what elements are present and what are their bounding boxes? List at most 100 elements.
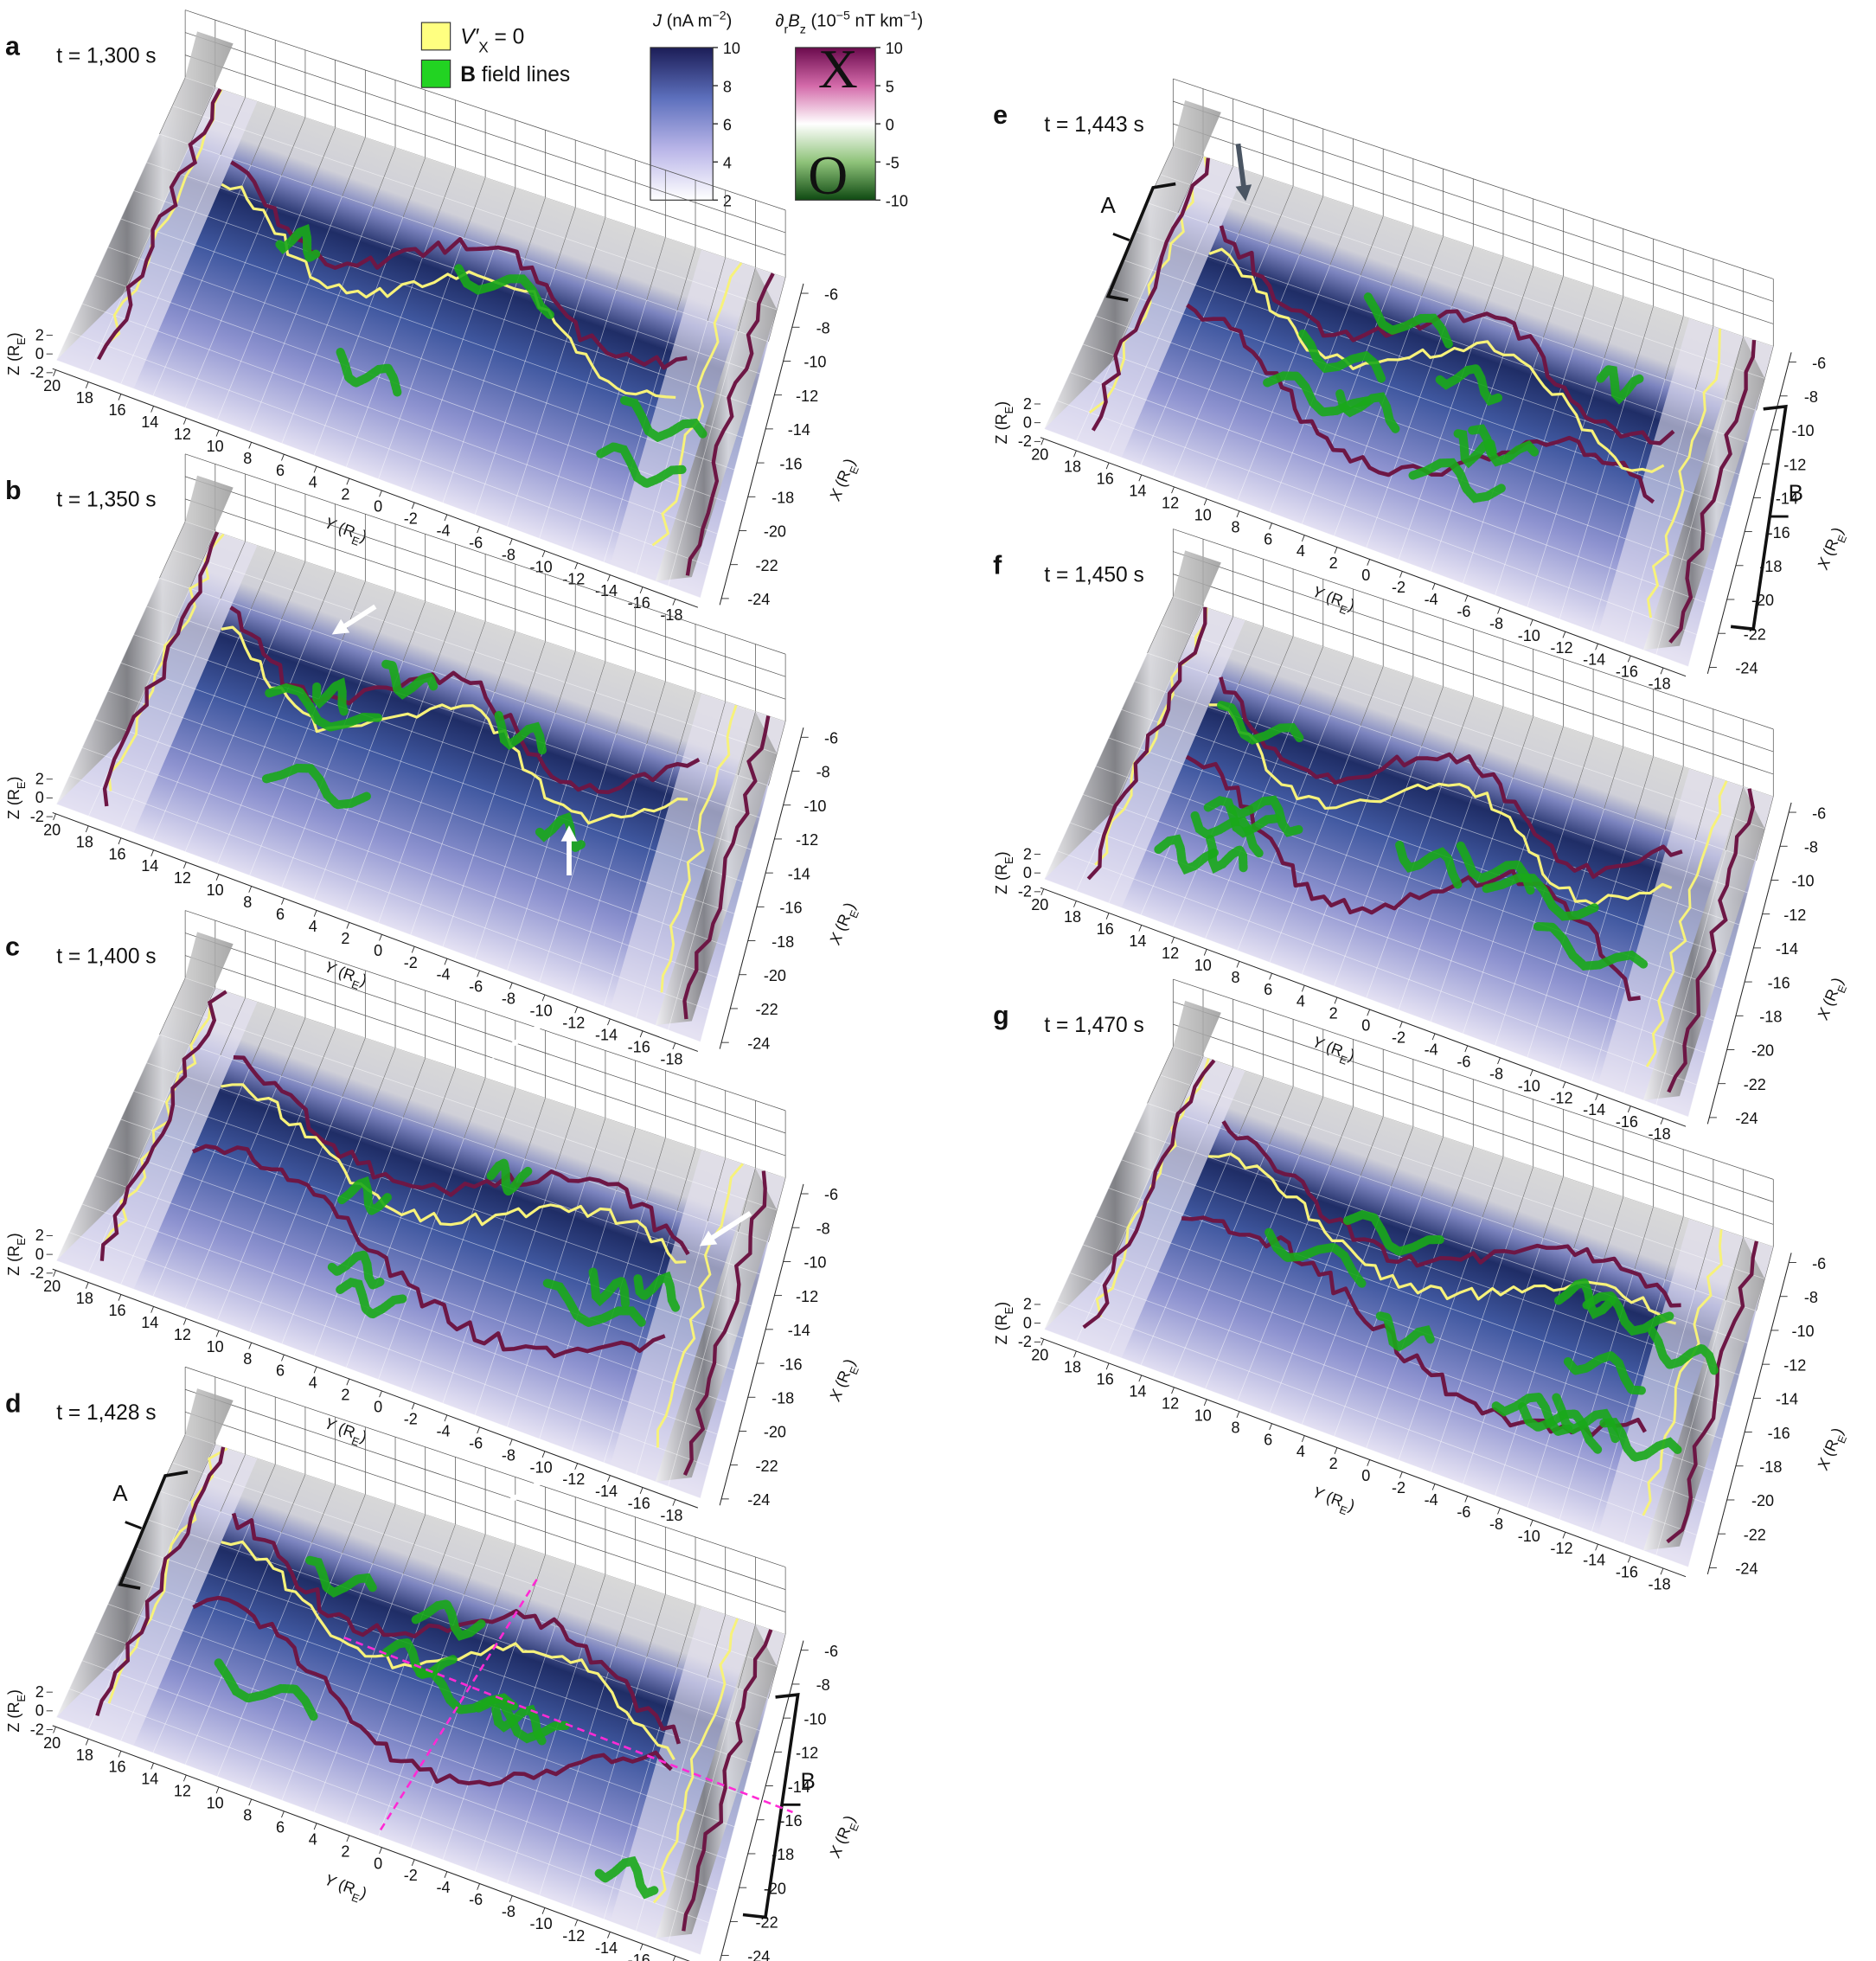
x-tick-label: -18 bbox=[772, 1389, 794, 1407]
surface-grid bbox=[524, 197, 546, 260]
surface-grid bbox=[1070, 372, 1706, 603]
y-tick-label: 2 bbox=[341, 1842, 349, 1860]
surface-grid bbox=[524, 1098, 546, 1160]
y-tick-label: 14 bbox=[1129, 1382, 1146, 1400]
y-tick-label: 12 bbox=[174, 869, 191, 887]
surface-grid bbox=[107, 1147, 735, 1371]
bracket bbox=[1112, 233, 1130, 241]
y-tick-label: 6 bbox=[1264, 530, 1272, 548]
surface-grid bbox=[1121, 709, 1740, 926]
text-part: Z (R bbox=[993, 1314, 1010, 1344]
surface-grid bbox=[1512, 716, 1533, 779]
y-axis-label: Y (RE) bbox=[321, 958, 369, 994]
y-tick bbox=[1334, 547, 1338, 554]
y-tick-label: 12 bbox=[1162, 1394, 1179, 1412]
x-tick-label: -14 bbox=[788, 1778, 810, 1796]
flank-wall bbox=[1044, 99, 1221, 429]
y-tick-label: -16 bbox=[628, 1951, 650, 1961]
y-tick-label: -6 bbox=[469, 1434, 483, 1452]
text-part: E bbox=[848, 908, 861, 920]
arrow-head bbox=[491, 1042, 510, 1059]
surface-grid bbox=[311, 1484, 336, 1543]
y-tick bbox=[1627, 655, 1631, 663]
y-tick bbox=[541, 994, 546, 1002]
surface-grid bbox=[120, 1118, 744, 1339]
y-tick-label: -8 bbox=[1489, 1516, 1503, 1533]
text-part: ∂ bbox=[776, 11, 784, 30]
current-sheet bbox=[1044, 146, 1774, 667]
flank-wall bbox=[1044, 550, 1221, 880]
surface-grid bbox=[616, 1128, 636, 1191]
y-tick bbox=[509, 982, 513, 990]
z-tick-label: 2 bbox=[1023, 1296, 1032, 1313]
x-tick-label: -24 bbox=[1735, 1110, 1758, 1127]
y-tick-label: -10 bbox=[1518, 627, 1540, 644]
field-lines bbox=[1647, 1326, 1719, 1375]
surface-grid bbox=[81, 303, 718, 535]
surface-grid bbox=[94, 719, 727, 946]
surface-grid bbox=[1451, 696, 1474, 758]
colorbar-tick-label: 10 bbox=[723, 40, 740, 57]
o-line-contour bbox=[1186, 303, 1655, 504]
y-tick-label: -14 bbox=[1583, 1101, 1605, 1118]
y-tick-label: -16 bbox=[1616, 663, 1638, 681]
text-part: E bbox=[848, 465, 861, 476]
vx-zero-contour bbox=[107, 533, 225, 791]
y-axis bbox=[52, 368, 699, 608]
z-axis-label: Z (RE) bbox=[5, 1233, 28, 1276]
field-lines bbox=[1596, 364, 1645, 405]
x-tick-label: -18 bbox=[1759, 558, 1782, 575]
y-tick-label: -2 bbox=[404, 954, 418, 971]
field-lines bbox=[1482, 873, 1599, 921]
surface-grid bbox=[311, 1028, 336, 1087]
surface-grid bbox=[585, 217, 606, 280]
surface-grid bbox=[1756, 346, 1774, 411]
surface-grid bbox=[1299, 195, 1324, 255]
text-part: E bbox=[1835, 984, 1849, 995]
surface-grid bbox=[250, 1464, 276, 1522]
y-tick bbox=[1269, 1423, 1272, 1431]
y-tick-label: 20 bbox=[1031, 1347, 1048, 1364]
text-part: Z (R bbox=[5, 1702, 22, 1733]
y-tick-label: -8 bbox=[1489, 615, 1503, 632]
field-lines bbox=[275, 223, 321, 265]
y-tick-label: -10 bbox=[1518, 1528, 1540, 1545]
o-line-contour bbox=[97, 88, 222, 361]
text-part: nT km bbox=[850, 11, 903, 30]
o-line-contour bbox=[1667, 788, 1755, 1093]
y-tick-label: 6 bbox=[276, 906, 285, 923]
x-tick-label: -20 bbox=[1751, 1042, 1774, 1060]
y-tick-label: -12 bbox=[562, 570, 585, 587]
surface-grid bbox=[1269, 1086, 1294, 1145]
surface-grid bbox=[554, 1107, 576, 1170]
surface-grid bbox=[676, 691, 696, 755]
surface-grid bbox=[1634, 1207, 1654, 1270]
vx-zero-contour bbox=[1645, 780, 1728, 1067]
surface-grid bbox=[768, 721, 786, 786]
surface-grid bbox=[402, 601, 426, 662]
surface-grid bbox=[646, 681, 666, 745]
x-tick-label: -14 bbox=[788, 1322, 810, 1339]
surface-grid bbox=[1070, 1272, 1706, 1503]
surface-grid bbox=[146, 162, 760, 375]
surface-grid bbox=[616, 228, 636, 291]
arrow-shaft bbox=[1235, 143, 1247, 192]
text-part: ) bbox=[727, 11, 733, 30]
surface-grid bbox=[402, 1058, 426, 1118]
colorbar-tick-label: 0 bbox=[886, 116, 894, 133]
surface-grid bbox=[646, 1594, 666, 1657]
y-tick-label: -10 bbox=[530, 558, 553, 575]
x-tick-label: -18 bbox=[772, 490, 794, 507]
y-tick-label: 10 bbox=[1194, 506, 1212, 523]
field-lines bbox=[1533, 921, 1649, 971]
vx-zero-contour bbox=[1208, 703, 1673, 907]
y-tick bbox=[1562, 1532, 1566, 1539]
y-tick bbox=[1073, 900, 1077, 907]
text-part: V′ bbox=[460, 26, 479, 49]
y-tick-label: -18 bbox=[1649, 1576, 1671, 1593]
x-tick-label: -12 bbox=[796, 1288, 818, 1305]
surface-grid bbox=[189, 87, 216, 145]
y-tick bbox=[1040, 888, 1045, 895]
y-tick bbox=[248, 442, 253, 449]
